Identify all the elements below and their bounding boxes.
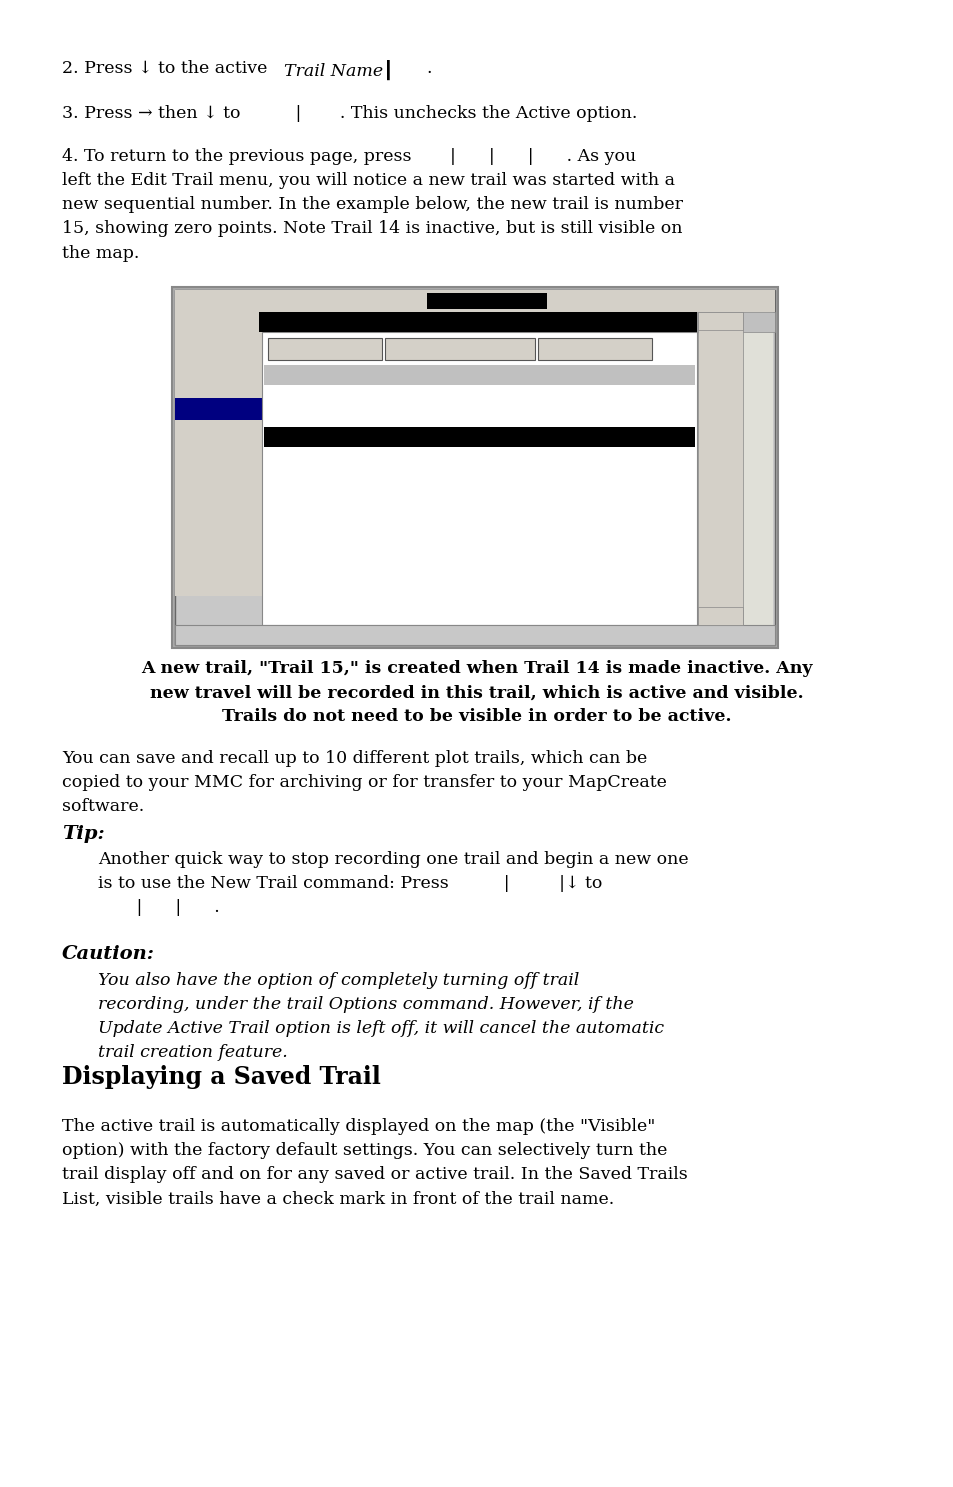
Text: Tin: Tin [178,556,194,565]
Text: 60 Points: 60 Points [522,390,575,400]
Text: Tri: Tri [178,534,193,543]
FancyBboxPatch shape [172,287,778,648]
FancyBboxPatch shape [174,354,262,376]
Text: My: My [178,401,194,410]
FancyBboxPatch shape [174,574,262,596]
Text: GP: GP [178,468,193,477]
FancyBboxPatch shape [174,290,774,645]
FancyBboxPatch shape [174,290,774,312]
FancyBboxPatch shape [258,312,697,332]
FancyBboxPatch shape [537,338,652,360]
FancyBboxPatch shape [174,625,774,645]
Text: Delete All: Delete All [564,341,616,349]
FancyBboxPatch shape [174,376,262,399]
FancyBboxPatch shape [174,486,262,509]
Text: You also have the option of completely turning off trail
recording, under the tr: You also have the option of completely t… [98,972,663,1062]
FancyBboxPatch shape [698,312,742,625]
Text: Ala: Ala [178,358,194,367]
Text: So: So [179,314,193,323]
FancyBboxPatch shape [268,338,382,360]
Text: Ca: Ca [178,424,192,433]
Text: Trail 1: Trail 1 [272,390,309,400]
Text: Sy: Sy [178,491,191,500]
Text: A new trail, "Trail 15," is created when Trail 14 is made inactive. Any
new trav: A new trail, "Trail 15," is created when… [141,660,812,726]
FancyBboxPatch shape [174,312,258,332]
Text: Trails: Trails [271,315,303,326]
Text: 4. To return to the previous page, press       |      |      |      . As you
lef: 4. To return to the previous page, press… [62,149,682,262]
Text: 10 mi: 10 mi [672,628,700,636]
Text: So: So [178,446,192,455]
Text: ▼: ▼ [717,610,723,617]
Text: So: So [178,336,192,345]
Text: Trail Name┃: Trail Name┃ [284,59,394,80]
Text: Saved Trails: Saved Trails [270,367,350,381]
Text: 141 Points: 141 Points [522,410,582,419]
Text: 0 Points: 0 Points [522,451,568,459]
FancyBboxPatch shape [698,312,742,330]
Text: ←: ← [653,451,664,464]
Text: Speed: Speed [666,294,701,305]
Text: .: . [394,59,432,77]
FancyBboxPatch shape [262,332,697,625]
Text: Another quick way to stop recording one trail and begin a new one
is to use the : Another quick way to stop recording one … [98,851,688,916]
FancyBboxPatch shape [174,464,262,486]
FancyBboxPatch shape [174,419,262,442]
Text: Trail 2: Trail 2 [272,410,309,419]
Text: The active trail is automatically displayed on the map (the "Visible"
option) wi: The active trail is automatically displa… [62,1118,687,1207]
Text: Screen...: Screen... [183,294,233,305]
FancyBboxPatch shape [174,399,262,419]
FancyBboxPatch shape [264,364,695,385]
Text: Caution:: Caution: [62,946,154,964]
FancyBboxPatch shape [698,607,742,625]
Text: ▲: ▲ [717,314,723,323]
Text: Tip:: Tip: [62,825,105,843]
FancyBboxPatch shape [174,332,262,354]
FancyBboxPatch shape [740,312,772,625]
FancyBboxPatch shape [697,312,774,332]
Text: Su: Su [178,512,192,520]
Text: 2. Press ↓ to the active: 2. Press ↓ to the active [62,59,273,77]
Text: |↔: |↔ [613,628,625,638]
Text: 3. Press → then ↓ to          |       . This unchecks the Active option.: 3. Press → then ↓ to | . This unchecks t… [62,106,637,122]
Text: Trail Options: Trail Options [419,341,488,349]
Text: ✓  Trail 14: ✓ Trail 14 [272,430,330,440]
Text: N  35°57.422'   W  96°05.140': N 35°57.422' W 96°05.140' [181,628,338,636]
Text: ✓  Trail 15: ✓ Trail 15 [272,451,330,459]
FancyBboxPatch shape [174,509,262,529]
Text: Track: Track [564,294,597,305]
Text: Brc: Brc [178,578,196,587]
FancyBboxPatch shape [264,427,695,448]
FancyBboxPatch shape [174,552,262,574]
Text: New Trail: New Trail [294,341,347,349]
FancyBboxPatch shape [427,293,546,309]
FancyBboxPatch shape [174,529,262,552]
Text: Ro: Ro [178,381,192,390]
Text: You can save and recall up to 10 different plot trails, which can be
copied to y: You can save and recall up to 10 differe… [62,749,666,815]
FancyBboxPatch shape [385,338,534,360]
Text: 18 Points: 18 Points [522,430,575,440]
FancyBboxPatch shape [174,442,262,464]
Text: Displaying a Saved Trail: Displaying a Saved Trail [62,1065,380,1088]
